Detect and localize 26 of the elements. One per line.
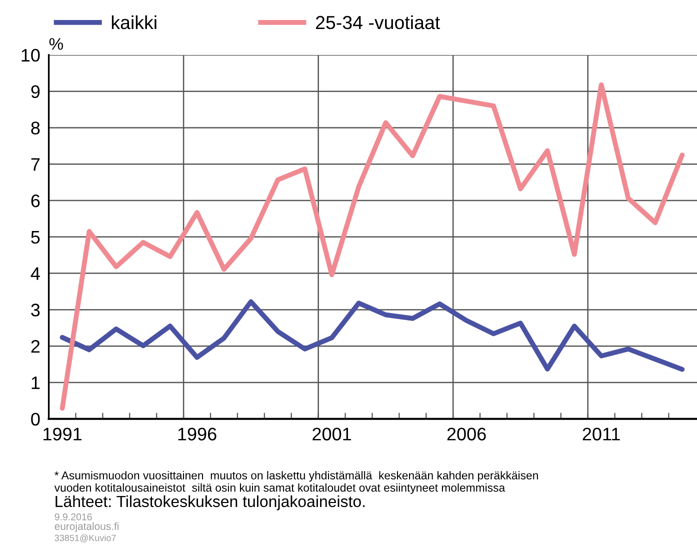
y-tick-label: 0 [31,412,40,426]
text: 33851@Kuvio7 [54,534,116,542]
x-tick-label: 2006 [447,428,486,440]
y-tick-label: 5 [31,231,40,244]
y-tick-label: 9 [31,85,40,98]
text: eurojatalous.fi [54,522,119,532]
y-tick-label: 6 [31,194,40,208]
y-tick-label: 8 [31,122,40,134]
y-tick-label: 4 [30,267,40,280]
y-tick-label: 10 [22,48,40,62]
line-series [60,82,685,411]
x-tick-label: 1991 [44,428,82,440]
x-tick-label: 1996 [178,428,216,440]
line-series [60,299,685,372]
legend-label: 25-34 -vuotiaat [316,15,440,30]
y-tick-label: 1 [32,376,40,390]
x-tick-label: 2011 [582,428,620,440]
text: * Asumismuodon vuosittainen muutos on laskettu yhdistämällä keskenään kahden peräkkäisen vuoden kotitalousaineistot siltä osin kuin samat kotitaloudet ovat esiintyneet molemmissa [54,471,538,494]
y-axis-title: % [49,38,64,50]
y-tick-label: 7 [31,158,40,171]
text: 9.9.2016 [54,513,92,520]
text: Lähteet: Tilastokeskuksen tulonjakoaineisto. [56,495,365,510]
y-tick-label: 2 [31,340,40,353]
y-tick-label: 3 [31,304,40,316]
legend-label: kaikki [112,15,156,30]
x-tick-label: 2001 [312,428,351,440]
